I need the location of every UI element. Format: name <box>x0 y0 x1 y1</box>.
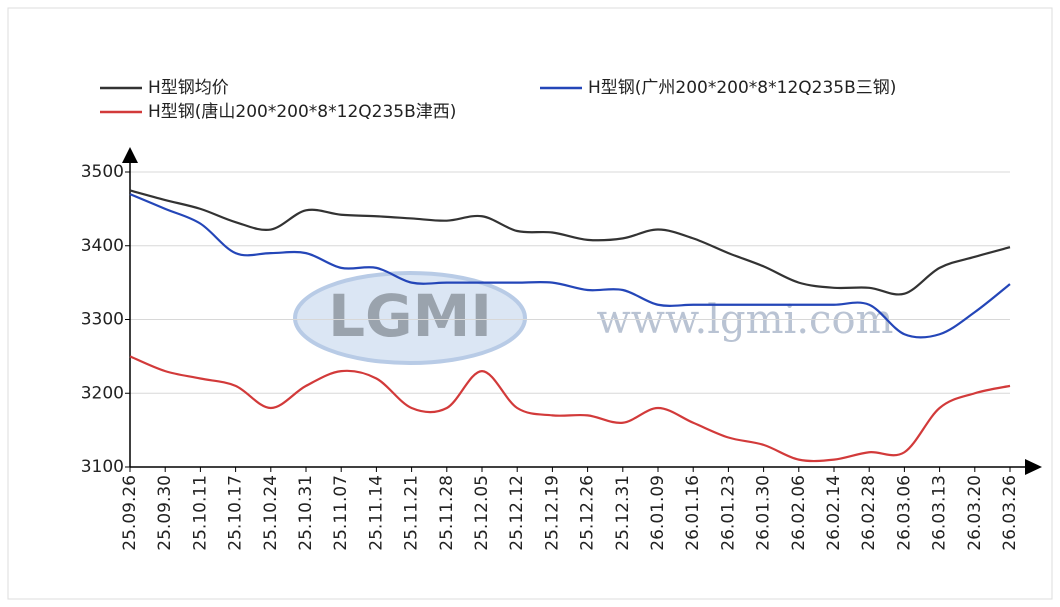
logo-text: LGMI <box>328 282 492 350</box>
x-tick-label: 26.02.14 <box>824 475 844 551</box>
x-tick-label: 25.10.31 <box>296 475 316 551</box>
logo-ellipse <box>293 271 527 365</box>
legend-label: H型钢(唐山200*200*8*12Q235B津西) <box>148 101 456 122</box>
legend-label: H型钢(广州200*200*8*12Q235B三钢) <box>588 78 896 98</box>
x-tick-label: 25.12.05 <box>472 475 492 551</box>
x-tick-label: 26.01.09 <box>648 475 668 551</box>
x-tick-label: 26.01.30 <box>754 475 774 551</box>
x-tick-label: 25.12.19 <box>542 475 562 551</box>
legend-label: H型钢均价 <box>148 78 229 98</box>
series-line <box>129 193 1011 339</box>
x-tick-label: 25.12.26 <box>578 475 598 551</box>
y-tick-label: 3100 <box>81 457 124 477</box>
y-tick-label: 3300 <box>81 310 124 330</box>
x-tick-label: 26.01.23 <box>718 475 738 551</box>
x-tick-label: 25.10.17 <box>226 475 246 551</box>
x-tick-label: 26.03.26 <box>1000 475 1020 551</box>
x-tick-label: 25.11.14 <box>366 475 386 551</box>
y-axis-arrow <box>122 147 138 163</box>
x-tick-label: 25.12.12 <box>507 475 527 551</box>
x-tick-label: 26.03.20 <box>965 475 985 551</box>
x-tick-label: 26.02.06 <box>789 475 809 551</box>
x-tick-label: 25.10.24 <box>261 475 281 551</box>
x-tick-label: 25.09.30 <box>155 475 175 551</box>
y-tick-label: 3400 <box>81 236 124 256</box>
x-tick-label: 25.12.31 <box>613 475 633 551</box>
x-tick-label: 26.03.06 <box>894 475 914 551</box>
x-tick-label: 25.09.26 <box>120 475 140 551</box>
x-tick-label: 25.11.21 <box>402 475 422 551</box>
x-tick-label: 25.10.11 <box>190 475 210 551</box>
x-tick-label: 26.03.13 <box>930 475 950 551</box>
y-tick-label: 3200 <box>81 383 124 403</box>
x-tick-label: 25.11.28 <box>437 475 457 551</box>
y-tick-label: 3500 <box>81 162 124 182</box>
x-tick-label: 26.02.28 <box>859 475 879 551</box>
x-tick-label: 25.11.07 <box>331 475 351 551</box>
series-line <box>129 355 1011 463</box>
x-axis-arrow <box>1025 459 1042 475</box>
x-tick-label: 26.01.16 <box>683 475 703 551</box>
frame <box>7 7 1053 600</box>
series-line <box>129 189 1011 296</box>
